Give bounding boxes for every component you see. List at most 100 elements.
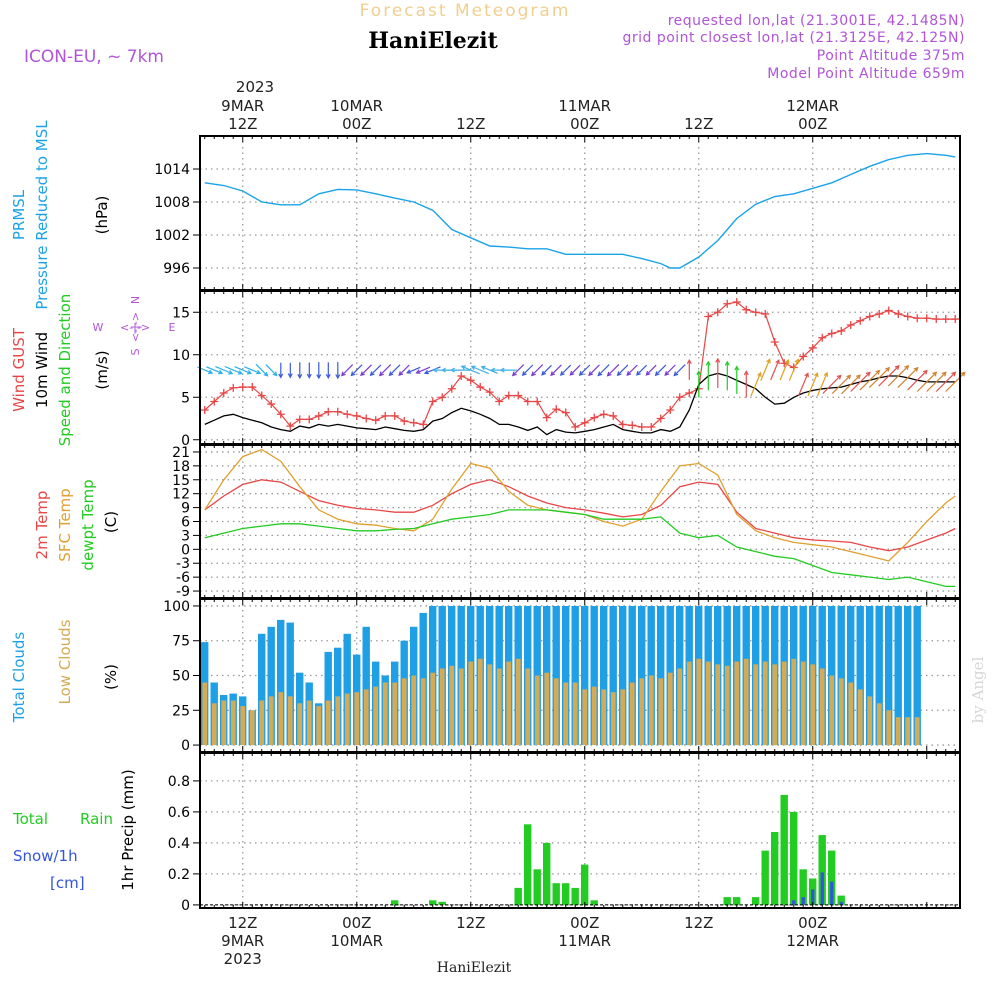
wind-arrow-shaft — [512, 364, 525, 376]
wind-arrow-head — [823, 371, 829, 377]
wind-arrow-head — [743, 370, 749, 376]
low-cloud-bar — [382, 682, 388, 746]
wind-arrow-head — [715, 357, 721, 363]
gust-marker — [400, 417, 409, 426]
total-cloud-bar — [590, 606, 598, 746]
total-cloud-bar — [562, 606, 570, 746]
y-tick-label: 15 — [172, 305, 190, 321]
y-tick-label: 0 — [181, 433, 190, 449]
wind-arrow-head — [228, 370, 234, 375]
wind-arrow-shaft — [897, 367, 919, 389]
wind-arrow-shaft — [379, 364, 392, 376]
wind-arrow-shaft — [822, 375, 842, 394]
wind-arrow-head — [875, 369, 881, 375]
gust-marker — [856, 316, 865, 325]
low-cloud-bar — [886, 710, 892, 746]
top-time-label: 00Z — [342, 115, 371, 133]
wind-arrow — [415, 366, 431, 374]
panel-frame — [199, 290, 961, 445]
low-cloud-bar — [240, 706, 246, 745]
wind-arrow-shaft — [406, 366, 421, 374]
top-time-label: 12Z — [456, 115, 485, 133]
low-cloud-bar — [639, 678, 645, 746]
wind-arrow — [265, 364, 278, 377]
wind-arrow — [340, 364, 354, 377]
gust-marker — [352, 411, 361, 420]
rain-bar — [780, 794, 788, 905]
total-cloud-bar — [619, 606, 627, 746]
low-cloud-bar — [848, 682, 854, 746]
gust-marker — [295, 415, 304, 424]
low-cloud-bar — [857, 689, 863, 745]
wind-arrow-shaft — [206, 366, 223, 374]
wind-arrow — [743, 370, 749, 398]
gust-marker — [932, 315, 941, 324]
wind-arrow-shaft — [265, 364, 278, 376]
rain-bar — [837, 895, 845, 905]
wind-arrow — [297, 362, 303, 380]
total-label: Total — [12, 810, 48, 828]
wind-arrow-head — [597, 371, 603, 377]
gust-marker — [552, 405, 561, 414]
wind-arrow-head — [836, 374, 842, 380]
y-tick-label: 100 — [163, 599, 190, 615]
low-cloud-bar — [287, 696, 293, 746]
wind-arrow-head — [335, 374, 341, 380]
panel-frame — [199, 752, 961, 909]
wind-arrow-head — [960, 371, 966, 377]
low-cloud-bar — [791, 658, 797, 745]
low-cloud-bar — [363, 689, 369, 745]
y-tick-label: 6 — [181, 515, 190, 531]
wind-arrow-shaft — [655, 364, 667, 376]
wind-arrow — [750, 371, 762, 397]
wind-arrow — [511, 364, 525, 377]
low-cloud-bar — [468, 661, 474, 746]
wind-arrow — [798, 372, 809, 396]
total-cloud-bar — [847, 606, 855, 746]
gust-marker — [419, 420, 428, 429]
wind-arrow-shaft — [850, 371, 871, 392]
wind-arrow-head — [263, 371, 269, 377]
snow-bar — [830, 881, 834, 905]
wind-arrow-head — [398, 371, 404, 376]
wind-arrow-head — [378, 371, 384, 377]
top-time-label: 12Z — [228, 115, 257, 133]
snow-bar — [820, 872, 824, 905]
wind-arrow-shaft — [859, 370, 880, 391]
wind-arrow-head — [846, 374, 852, 380]
low-cloud-bar — [743, 658, 749, 745]
low-cloud-bar — [401, 678, 407, 746]
gust-marker — [523, 397, 532, 406]
total-cloud-bar — [600, 606, 608, 746]
wind-arrow — [887, 365, 910, 387]
low-cloud-bar — [591, 686, 597, 745]
wind-arrow-shaft — [770, 359, 780, 381]
gust-marker — [438, 393, 447, 402]
low-cloud-bar — [202, 682, 208, 746]
gust-marker — [723, 299, 732, 308]
gust-marker — [704, 312, 713, 321]
low-cloud-bar — [278, 692, 284, 746]
bottom-time-label: 2023 — [224, 950, 262, 968]
wind-arrow-head — [696, 370, 702, 376]
wind-arrow — [816, 371, 829, 397]
wind-arrow-shaft — [579, 364, 591, 376]
gust-marker — [362, 414, 371, 423]
gust-marker — [647, 423, 656, 431]
top-time-label: 00Z — [570, 115, 599, 133]
top-time-label: 00Z — [798, 115, 827, 133]
rain-bar — [552, 883, 560, 905]
gust-marker — [343, 410, 352, 419]
wind-arrow-shaft — [597, 364, 610, 376]
gust-marker — [827, 329, 836, 338]
gust-marker — [618, 420, 627, 429]
gust-marker — [276, 410, 285, 419]
wind-arrow — [734, 365, 740, 394]
wind-arrow-head — [530, 371, 536, 377]
gust-marker — [713, 308, 722, 317]
total-cloud-bar — [866, 606, 874, 746]
rain-bar — [429, 900, 437, 905]
grid-point-coords: grid point closest lon,lat (21.3125E, 42… — [622, 30, 965, 46]
low-cloud-bar — [487, 664, 493, 746]
bottom-time-label: 00Z — [342, 914, 371, 932]
